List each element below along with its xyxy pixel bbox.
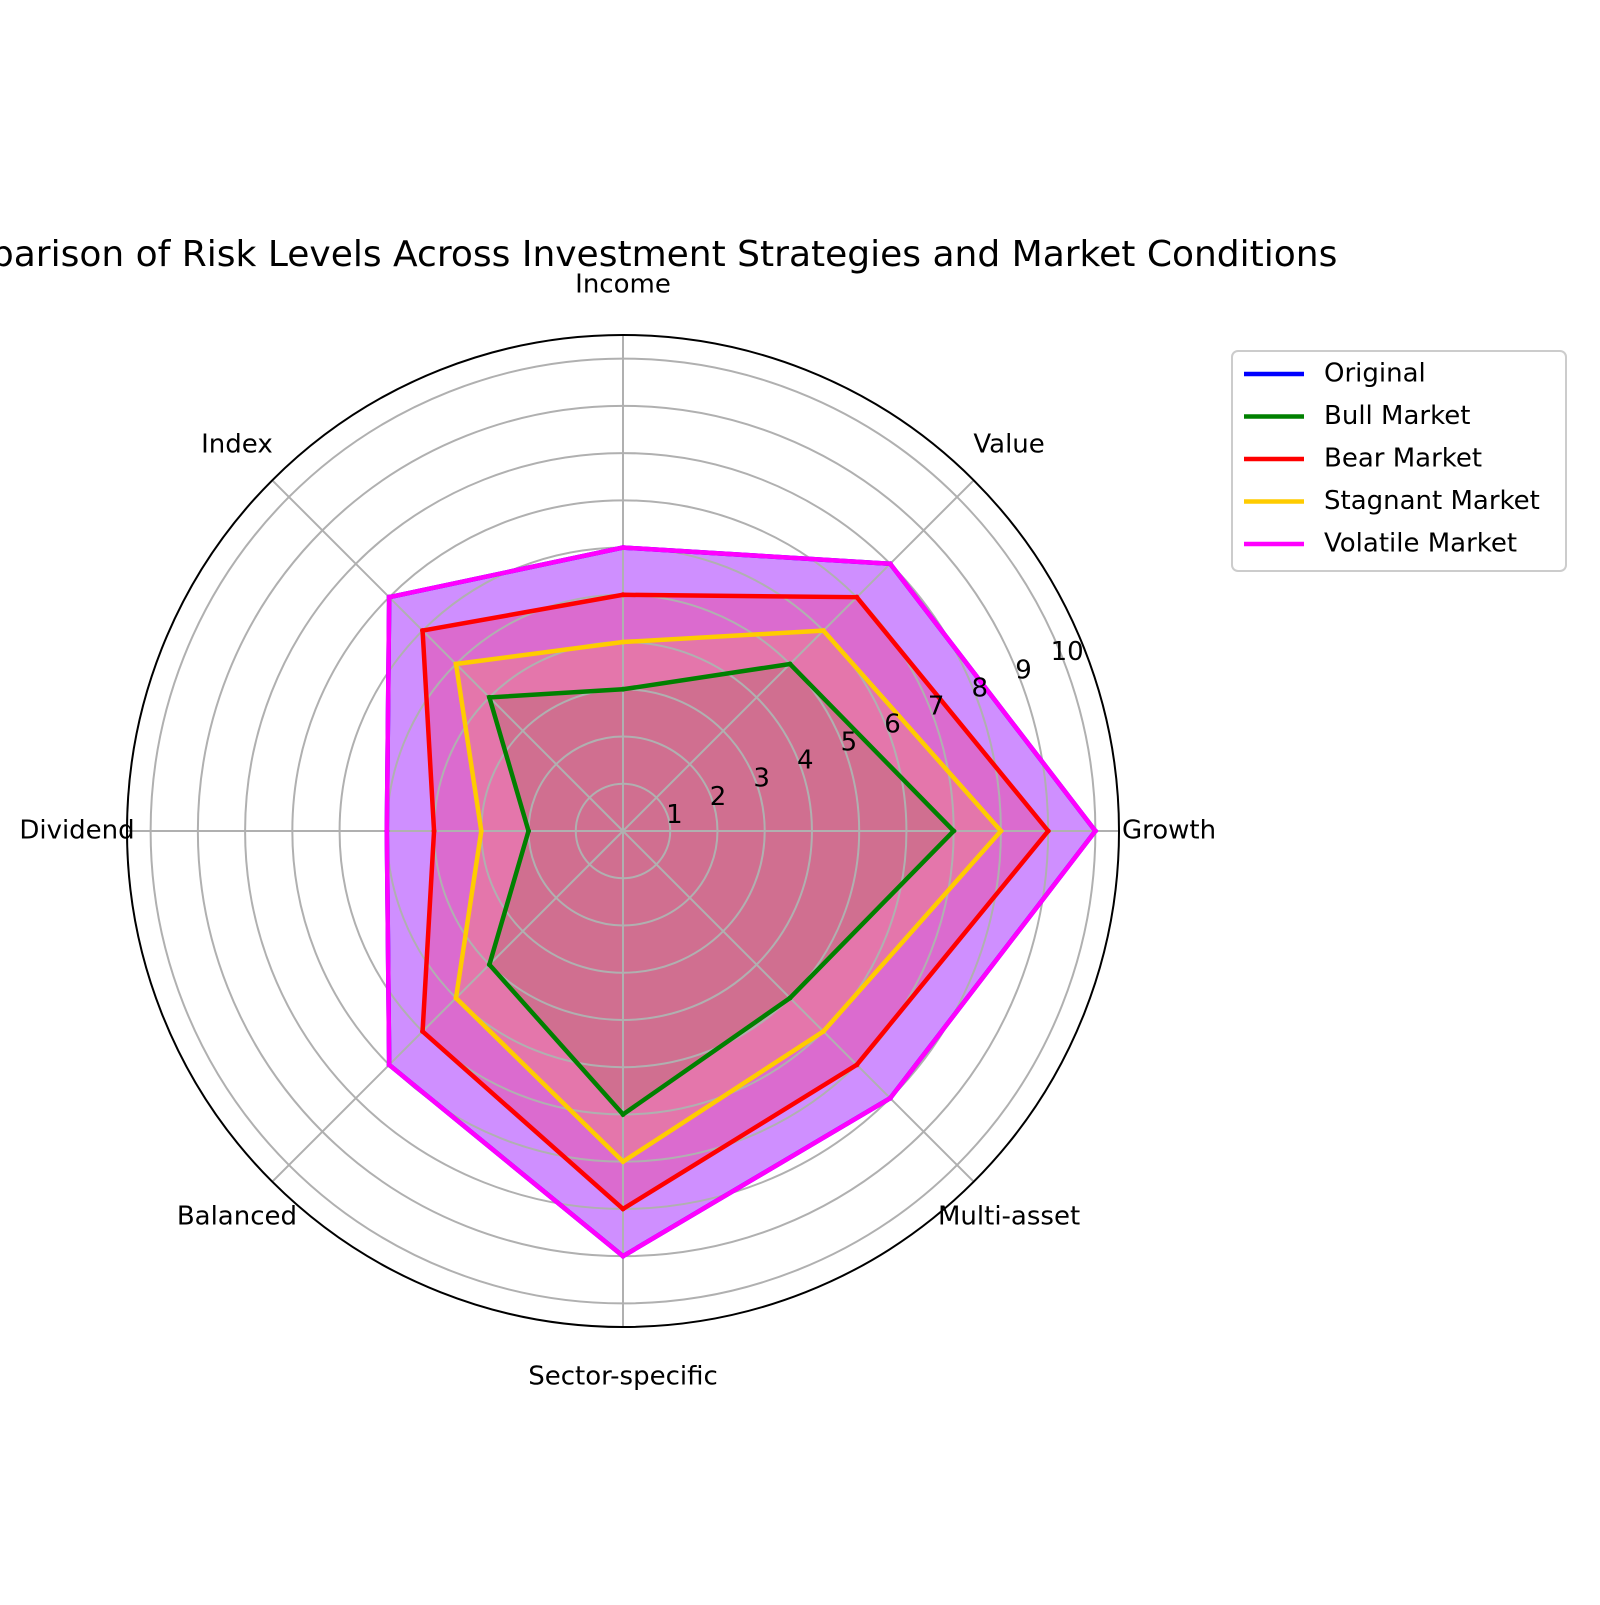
data-point-3-7: [820, 1028, 826, 1034]
data-point-2-7: [854, 1062, 860, 1068]
series-fill-1: [489, 663, 954, 1115]
data-point-2-5: [420, 1028, 426, 1034]
axis-label-index: Index: [201, 429, 273, 459]
axis-label-income: Income: [575, 270, 671, 300]
legend-item: Original: [1244, 359, 1426, 389]
data-point-1-1: [787, 661, 793, 667]
r-tick-label: 4: [797, 746, 814, 776]
data-point-2-6: [620, 1206, 626, 1212]
data-point-4-2: [620, 545, 626, 551]
legend-box: [1231, 350, 1567, 572]
chart-title: Comparison of Risk Levels Across Investm…: [0, 234, 1337, 275]
data-point-1-6: [620, 1111, 626, 1117]
data-point-1-5: [486, 962, 492, 968]
axis-labels: Growth Value Income Index Dividend Balanced Se…: [19, 270, 1216, 1392]
data-point-2-0: [1045, 828, 1051, 834]
data-point-1-3: [486, 694, 492, 700]
grid: [127, 335, 1119, 1327]
series-fill-0: [386, 547, 1096, 1257]
legend-item: Stagnant Market: [1244, 486, 1540, 516]
legend-item: Volatile Market: [1244, 529, 1517, 559]
data-point-3-3: [453, 661, 459, 667]
data-point-1-2: [620, 686, 626, 692]
legend-item: Bull Market: [1244, 401, 1470, 431]
outer-frame: [126, 334, 1120, 1328]
data-point-3-1: [820, 628, 826, 634]
axis-label-growth: Growth: [1122, 816, 1216, 846]
axis-label-balanced: Balanced: [177, 1202, 297, 1232]
data-point-1-0: [951, 828, 957, 834]
grid-spoke-3: [271, 479, 624, 832]
data-point-1-4: [526, 828, 532, 834]
data-point-3-0: [998, 828, 1004, 834]
data-point-2-4: [431, 828, 437, 834]
legend-item: Bear Market: [1244, 444, 1482, 474]
r-tick-label: 5: [841, 728, 858, 758]
r-tick-label: 7: [928, 691, 945, 721]
r-tick-label: 8: [972, 673, 989, 703]
data-point-3-5: [453, 995, 459, 1001]
data-point-1-7: [787, 995, 793, 1001]
axis-label-dividend: Dividend: [19, 816, 134, 846]
r-tick-label: 3: [753, 764, 770, 794]
r-tick-label: 2: [710, 782, 727, 812]
axis-label-sector-specific: Sector-specific: [528, 1362, 718, 1392]
data-point-4-1: [887, 561, 893, 567]
data-point-4-0: [1092, 828, 1098, 834]
grid-spoke-5: [271, 830, 624, 1183]
grid-spoke-7: [622, 830, 975, 1183]
data-point-4-6: [620, 1253, 626, 1259]
data-point-2-2: [620, 592, 626, 598]
r-tick-label: 9: [1015, 655, 1032, 685]
series-lines: [384, 545, 1099, 1259]
data-point-2-3: [420, 628, 426, 634]
r-tick-label: 1: [666, 800, 683, 830]
legend-label: Bear Market: [1324, 444, 1482, 474]
r-tick-label: 10: [1051, 637, 1084, 667]
legend-label: Original: [1324, 359, 1426, 389]
data-point-3-2: [620, 639, 626, 645]
legend-label: Volatile Market: [1324, 529, 1517, 559]
data-point-3-6: [620, 1159, 626, 1165]
data-point-2-1: [854, 594, 860, 600]
r-tick-label: 6: [884, 710, 901, 740]
series-fill-3: [455, 630, 1001, 1162]
data-point-3-4: [478, 828, 484, 834]
grid-spoke-1: [622, 479, 975, 832]
data-point-4-5: [386, 1062, 392, 1068]
axis-label-value: Value: [973, 429, 1044, 459]
series-fill-4: [386, 547, 1096, 1257]
legend-label: Stagnant Market: [1324, 486, 1540, 516]
legend-label: Bull Market: [1324, 401, 1470, 431]
legend: Original Bull Market Bear Market Stagnant M…: [1231, 350, 1567, 572]
data-point-4-7: [887, 1095, 893, 1101]
axis-label-multi-asset: Multi-asset: [938, 1202, 1080, 1232]
data-point-4-3: [386, 594, 392, 600]
data-point-4-4: [384, 828, 390, 834]
legend-items: Original Bull Market Bear Market Stagnant M…: [1244, 359, 1540, 559]
